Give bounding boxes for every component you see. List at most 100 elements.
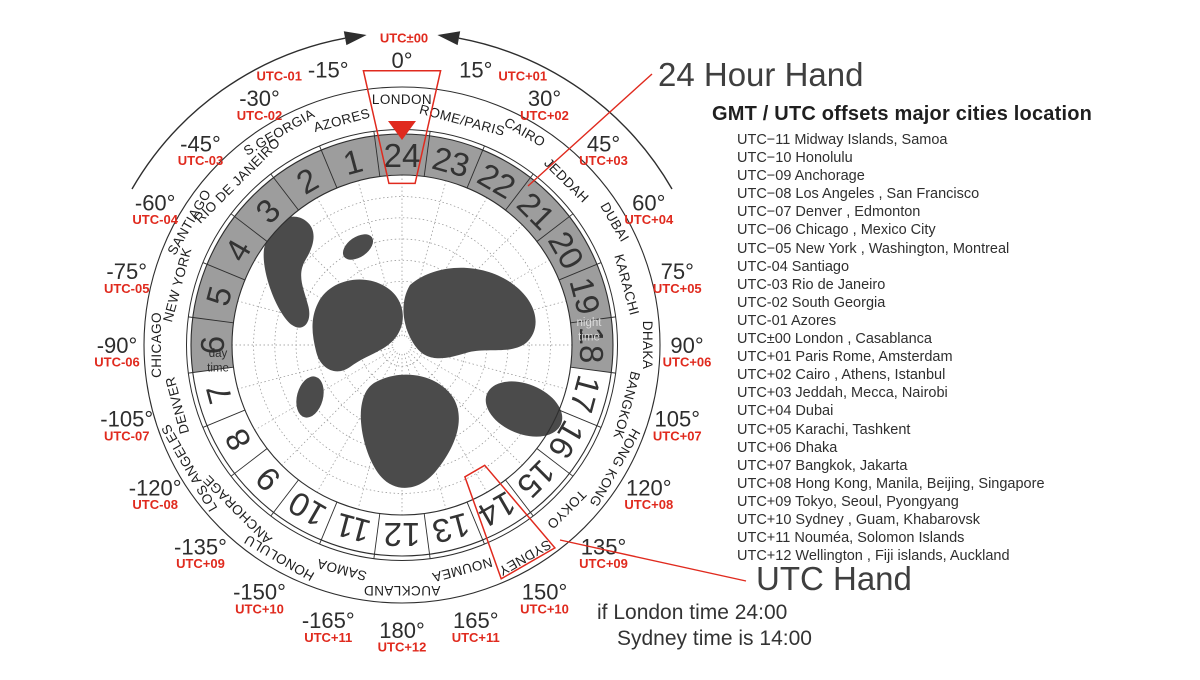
- landmass-africa: [360, 374, 459, 488]
- hour-cell-divider: [536, 213, 574, 242]
- degree-label: 90°: [670, 333, 703, 358]
- utc-offset-label: UTC+06: [663, 355, 712, 370]
- hour-cell-divider: [466, 145, 485, 189]
- graticule-meridian: [410, 346, 566, 390]
- utc-offset-label: UTC+09: [176, 556, 225, 571]
- graticule-meridian: [238, 346, 394, 390]
- hour-number: 17: [563, 372, 608, 417]
- degree-label: 15°: [459, 58, 492, 83]
- hour-cell-divider: [319, 501, 338, 545]
- degree-label: -90°: [97, 333, 138, 358]
- degree-label: -135°: [174, 534, 227, 559]
- city-name: LONDON: [372, 92, 432, 107]
- utc-offset-label: UTC+09: [579, 556, 628, 571]
- rotation-arrowhead-left-icon: [343, 31, 367, 46]
- offset-list-item: UTC±00 London , Casablanca: [737, 331, 932, 348]
- night-band: [191, 133, 613, 373]
- world-map-land: [263, 216, 563, 488]
- night-time-label: time: [578, 332, 600, 344]
- degree-label: -30°: [239, 86, 280, 111]
- label-24-hour-hand: 24 Hour Hand: [658, 56, 864, 93]
- degree-label: -165°: [302, 608, 355, 633]
- graticule-meridian: [357, 181, 401, 337]
- offset-list-item: UTC+05 Karachi, Tashkent: [737, 421, 911, 438]
- offsets-panel-title: GMT / UTC offsets major cities location: [712, 103, 1093, 125]
- city-name: AZORES: [312, 106, 372, 135]
- utc-hand-window: [463, 464, 557, 580]
- degree-label: -150°: [233, 580, 286, 605]
- hour-cell-divider: [373, 131, 381, 177]
- utc-offset-label: UTC-02: [237, 108, 283, 123]
- graticule-meridian: [406, 198, 488, 338]
- hour-cell-divider: [202, 262, 246, 281]
- offset-list-item: UTC+06 Dhaka: [737, 439, 838, 456]
- hour-cell-divider: [536, 448, 574, 477]
- rotation-arc-left: [131, 37, 346, 190]
- city-name: DHAKA: [640, 321, 655, 370]
- hour-cell-divider: [188, 366, 234, 374]
- utc-offset-label: UTC-04: [132, 212, 178, 227]
- day-time-label: time: [207, 363, 229, 375]
- offset-list-item: UTC-02 South Georgia: [737, 294, 886, 311]
- graticule-meridian: [281, 224, 396, 339]
- utc-offset-label: UTC±00: [380, 31, 428, 46]
- hour-cell-divider: [373, 513, 381, 559]
- offset-list-item: UTC-04 Santiago: [737, 258, 850, 275]
- city-name: ROME/PARIS: [418, 102, 507, 139]
- hour-number: 24: [384, 137, 421, 174]
- graticule-meridian: [403, 181, 447, 337]
- utc-offset-label: UTC-01: [256, 68, 302, 83]
- hour-number: 18: [573, 327, 610, 364]
- hour-cell-divider: [570, 366, 616, 374]
- landmass-americas: [263, 216, 314, 328]
- label-utc-hand: UTC Hand: [756, 560, 912, 597]
- hour-cell-dividers: [188, 131, 616, 559]
- utc-offset-label: UTC+08: [624, 497, 673, 512]
- hour-hand-24-window: [362, 69, 442, 185]
- degree-label: 30°: [528, 86, 561, 111]
- day-night-labels: day time night time: [207, 317, 602, 375]
- utc-offset-label: UTC-05: [104, 281, 150, 296]
- graticule-meridian: [408, 351, 523, 466]
- hour-cell-divider: [270, 479, 299, 517]
- graticule-meridian: [409, 349, 549, 431]
- utc-offset-label: UTC+12: [378, 640, 427, 655]
- hour-number: 6: [194, 336, 231, 354]
- hour-cell-divider: [423, 513, 431, 559]
- utc-offset-label: UTC+11: [452, 630, 500, 645]
- dial-outer-circle: [143, 86, 661, 604]
- hour-cell-divider: [570, 316, 616, 324]
- graticule-parallel: [274, 217, 530, 473]
- landmass-eurasia: [403, 267, 536, 359]
- hour-cell-divider: [558, 262, 602, 281]
- offset-list-item: UTC+07 Bangkok, Jakarta: [737, 457, 908, 474]
- leader-line-utc-hand: [559, 539, 747, 582]
- offset-list-item: UTC+02 Cairo , Athens, Istanbul: [737, 367, 946, 384]
- offset-list-item: UTC−10 Honolulu: [737, 150, 853, 167]
- graticule-parallel: [253, 196, 551, 494]
- utc-offset-label: UTC+02: [520, 108, 569, 123]
- offset-list-item: UTC−08 Los Angeles , San Francisco: [737, 186, 980, 203]
- hour-number: 8: [217, 423, 258, 457]
- degree-label: -45°: [180, 131, 221, 156]
- degree-label: -120°: [129, 475, 182, 500]
- degree-label: 45°: [587, 131, 620, 156]
- degree-label: 150°: [522, 580, 568, 605]
- graticule-meridian: [316, 198, 398, 338]
- utc-offset-label: UTC+10: [235, 601, 284, 616]
- leader-line-24-hour-hand: [527, 73, 653, 187]
- hour-cell-divider: [505, 173, 534, 211]
- offset-list-item: UTC+11 Nouméa, Solomon Islands: [737, 530, 965, 547]
- city-name: AUCKLAND: [364, 583, 441, 598]
- degree-label: -75°: [106, 259, 147, 284]
- hour-ring-inner-circle: [231, 174, 573, 516]
- graticule-meridian: [316, 352, 398, 492]
- utc-offset-label: UTC-08: [132, 497, 178, 512]
- utc-offset-label: UTC-06: [94, 355, 140, 370]
- offset-list-item: UTC+04 Dubai: [737, 403, 834, 420]
- utc-offset-label: UTC-03: [178, 153, 224, 168]
- night-time-label: night: [577, 317, 603, 329]
- offset-list-item: UTC-01 Azores: [737, 312, 837, 329]
- degree-label: 165°: [453, 608, 499, 633]
